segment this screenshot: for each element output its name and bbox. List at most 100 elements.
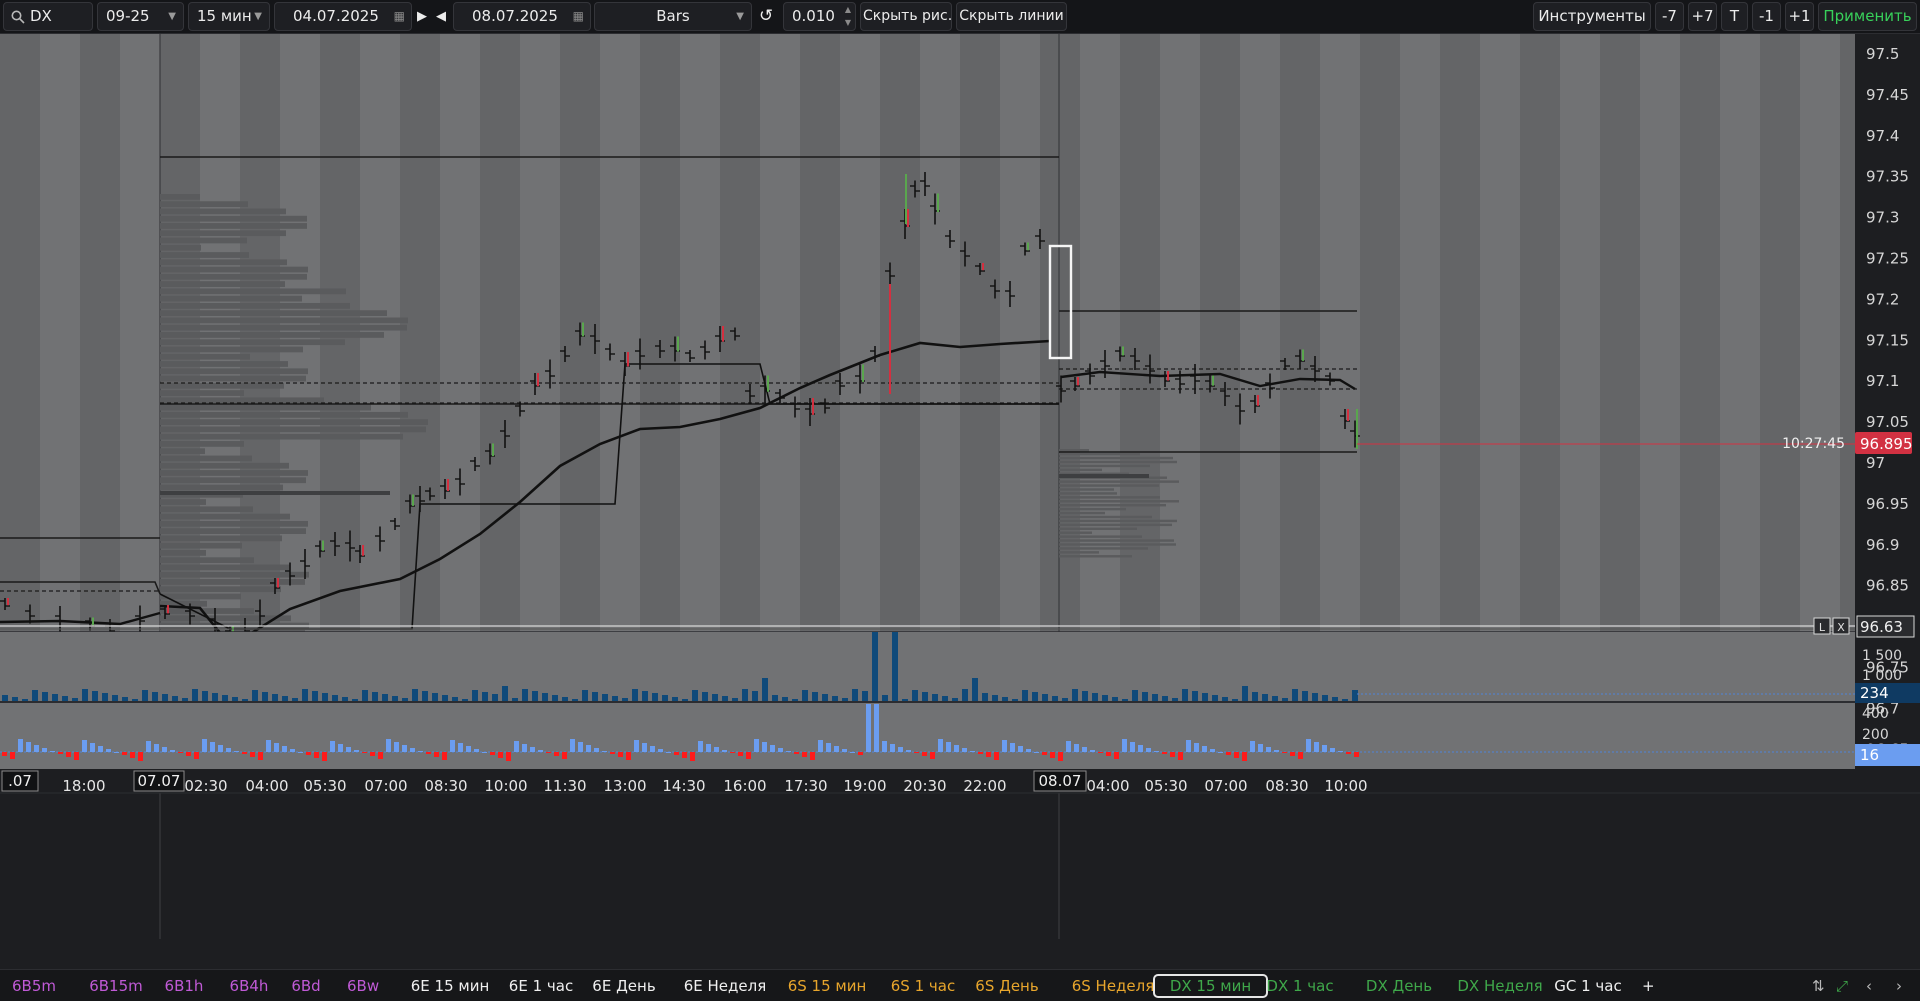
delta-bar bbox=[1034, 752, 1039, 753]
tab-6s-неделя[interactable]: 6S Неделя bbox=[1071, 977, 1155, 995]
minus7-button[interactable]: -7 bbox=[1655, 2, 1684, 31]
date-marker-label: .07 bbox=[8, 772, 32, 790]
interval-select[interactable]: 15 мин ▼ bbox=[188, 2, 270, 31]
tab-6e-день[interactable]: 6E День bbox=[592, 977, 656, 995]
tab-6e-1-час[interactable]: 6E 1 час bbox=[508, 977, 574, 995]
delta-wick bbox=[1027, 242, 1029, 251]
price-chart[interactable]: 97.5 97.45 97.4 97.35 97.3 97.25 97.2 97.15 97.1… bbox=[0, 34, 1920, 969]
volume-bar bbox=[552, 695, 558, 702]
tab-6s-15-мин[interactable]: 6S 15 мин bbox=[787, 977, 867, 995]
volume-bar bbox=[462, 699, 468, 702]
date-to-value: 08.07.2025 bbox=[472, 7, 558, 25]
tab-6s-день[interactable]: 6S День bbox=[975, 977, 1039, 995]
volume-profile-bar bbox=[160, 404, 371, 411]
instruments-button[interactable]: Инструменты bbox=[1533, 2, 1651, 31]
workspace-tabs: 6B5m 6B15m 6B1h 6B4h 6Bd 6Bw 6E 15 мин 6E 1 час… bbox=[0, 969, 1920, 1001]
delta-bar bbox=[682, 752, 687, 758]
time-axis-label: 02:30 bbox=[184, 777, 227, 795]
t-button[interactable]: T bbox=[1721, 2, 1748, 31]
delta-bar bbox=[1130, 742, 1135, 752]
tab-6bd[interactable]: 6Bd bbox=[291, 977, 321, 995]
delta-bar bbox=[1138, 745, 1143, 752]
volume-bar bbox=[1172, 698, 1178, 702]
date-marker-badge bbox=[1, 770, 39, 792]
delta-wick bbox=[1212, 375, 1214, 386]
plus1-button[interactable]: +1 bbox=[1785, 2, 1814, 31]
delta-bar bbox=[146, 741, 151, 752]
date-marker-badge bbox=[1033, 770, 1087, 792]
delta-bar bbox=[266, 740, 271, 752]
time-axis-label: 07:00 bbox=[364, 777, 407, 795]
expand-icon[interactable]: ⤢ bbox=[1836, 977, 1849, 995]
volume-bar bbox=[1092, 693, 1098, 702]
minus1-button[interactable]: -1 bbox=[1752, 2, 1781, 31]
tab-gc-1-час[interactable]: GC 1 час bbox=[1554, 977, 1622, 995]
volume-profile-bar bbox=[1059, 452, 1140, 456]
chevron-right-icon[interactable]: › bbox=[1896, 977, 1902, 995]
volume-profile-bar bbox=[160, 252, 249, 258]
tab-6e-15-мин[interactable]: 6E 15 мин bbox=[410, 977, 490, 995]
volume-profile-bar bbox=[160, 397, 324, 404]
volume-profile-bar bbox=[160, 615, 291, 622]
delta-bar bbox=[554, 752, 559, 756]
delta-bar bbox=[1346, 752, 1351, 754]
delta-bar bbox=[314, 752, 319, 758]
hide-lines-button[interactable]: Скрыть линии bbox=[956, 2, 1067, 31]
volume-bar bbox=[502, 686, 508, 702]
delta-bar bbox=[802, 752, 807, 757]
volume-bar bbox=[1302, 691, 1308, 702]
apply-button[interactable]: Применить bbox=[1818, 2, 1917, 31]
volume-profile-bar bbox=[160, 564, 290, 571]
chart-style-select[interactable]: Bars ▼ bbox=[594, 2, 752, 31]
stepper-icon[interactable]: ▲ ▼ bbox=[844, 5, 851, 27]
sort-icon[interactable]: ⇅ bbox=[1812, 977, 1825, 995]
tab-6b4h[interactable]: 6B4h bbox=[229, 977, 269, 995]
volume-bar bbox=[692, 690, 698, 702]
delta-bar bbox=[778, 748, 783, 752]
time-axis bbox=[0, 769, 1920, 793]
volume-profile-bar bbox=[160, 382, 284, 389]
delta-bar bbox=[34, 745, 39, 752]
delta-bar bbox=[458, 743, 463, 752]
prev-arrow-icon[interactable]: ◀ bbox=[436, 9, 446, 24]
delta-bar bbox=[1106, 752, 1111, 756]
volume-profile-bar bbox=[1059, 480, 1179, 483]
add-tab-button[interactable]: + bbox=[1642, 977, 1655, 995]
tab-dx-неделя[interactable]: DX Неделя bbox=[1457, 977, 1543, 995]
chevron-left-icon[interactable]: ‹ bbox=[1866, 977, 1872, 995]
volume-bar bbox=[662, 695, 668, 702]
time-axis-label: 05:30 bbox=[1144, 777, 1187, 795]
symbol-input[interactable]: DX bbox=[3, 2, 93, 31]
volume-bar bbox=[672, 697, 678, 702]
tab-6b15m[interactable]: 6B15m bbox=[89, 977, 143, 995]
delta-wick bbox=[277, 578, 279, 588]
reset-icon[interactable]: ↺ bbox=[759, 6, 774, 26]
next-arrow-icon[interactable]: ▶ bbox=[417, 9, 427, 24]
date-from-input[interactable]: 04.07.2025 ▦ bbox=[274, 2, 412, 31]
tab-6b5m[interactable]: 6B5m bbox=[12, 977, 56, 995]
volume-bar bbox=[1102, 695, 1108, 702]
volume-bar bbox=[702, 692, 708, 702]
delta-bar bbox=[530, 747, 535, 752]
delta-bar bbox=[818, 740, 823, 752]
delta-bar bbox=[1202, 746, 1207, 752]
tab-6b1h[interactable]: 6B1h bbox=[164, 977, 204, 995]
hide-drawings-button[interactable]: Скрыть рис. bbox=[860, 2, 952, 31]
chart-area[interactable]: 97.5 97.45 97.4 97.35 97.3 97.25 97.2 97.15 97.1… bbox=[0, 34, 1920, 969]
tab-6e-неделя[interactable]: 6E Неделя bbox=[683, 977, 767, 995]
delta-bar bbox=[274, 743, 279, 752]
contract-select[interactable]: 09-25 ▼ bbox=[97, 2, 184, 31]
tab-6s-1-час[interactable]: 6S 1 час bbox=[890, 977, 956, 995]
volume-bar bbox=[1002, 697, 1008, 702]
plus7-button[interactable]: +7 bbox=[1688, 2, 1717, 31]
date-to-input[interactable]: 08.07.2025 ▦ bbox=[453, 2, 591, 31]
tab-dx-день[interactable]: DX День bbox=[1365, 977, 1433, 995]
tab-6bw[interactable]: 6Bw bbox=[347, 977, 380, 995]
volume-bar bbox=[222, 695, 228, 702]
tab-dx-15-мин[interactable]: DX 15 мин bbox=[1153, 974, 1268, 998]
volume-profile-bar bbox=[160, 339, 345, 346]
tick-size-input[interactable]: 0.010 ▲ ▼ bbox=[783, 2, 856, 31]
delta-bar bbox=[1074, 744, 1079, 752]
tab-dx-1-час[interactable]: DX 1 час bbox=[1266, 977, 1334, 995]
delta-bar bbox=[298, 752, 303, 753]
